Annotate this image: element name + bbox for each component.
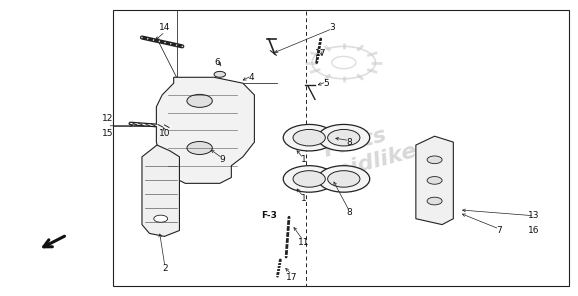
Text: 5: 5 bbox=[324, 79, 329, 88]
Text: 6: 6 bbox=[214, 58, 220, 67]
Circle shape bbox=[328, 129, 360, 146]
Circle shape bbox=[427, 177, 442, 184]
Text: 10: 10 bbox=[160, 129, 171, 138]
Circle shape bbox=[214, 71, 225, 77]
Circle shape bbox=[318, 166, 370, 192]
Bar bbox=[113, 9, 569, 287]
Circle shape bbox=[427, 156, 442, 164]
Circle shape bbox=[293, 129, 325, 146]
Text: 2: 2 bbox=[162, 264, 168, 273]
Circle shape bbox=[318, 124, 370, 151]
Circle shape bbox=[187, 141, 212, 155]
Text: Parts
Rapidlike: Parts Rapidlike bbox=[297, 118, 420, 190]
Text: 8: 8 bbox=[347, 138, 353, 147]
Polygon shape bbox=[142, 145, 179, 237]
Circle shape bbox=[154, 215, 168, 222]
Text: 17: 17 bbox=[315, 49, 327, 58]
Circle shape bbox=[427, 197, 442, 205]
Text: 8: 8 bbox=[347, 208, 353, 217]
Text: F-3: F-3 bbox=[261, 211, 277, 220]
Text: 11: 11 bbox=[298, 238, 309, 247]
Circle shape bbox=[283, 166, 335, 192]
Text: 1: 1 bbox=[301, 194, 306, 202]
Text: 3: 3 bbox=[329, 23, 335, 32]
Text: 14: 14 bbox=[160, 23, 171, 32]
Circle shape bbox=[187, 94, 212, 107]
Text: 16: 16 bbox=[528, 226, 540, 235]
Polygon shape bbox=[416, 136, 453, 225]
Text: 4: 4 bbox=[249, 73, 254, 82]
Text: 15: 15 bbox=[102, 129, 113, 138]
Text: 17: 17 bbox=[286, 273, 298, 282]
Text: 9: 9 bbox=[220, 155, 225, 164]
Text: 12: 12 bbox=[102, 114, 113, 123]
Polygon shape bbox=[157, 77, 254, 183]
Circle shape bbox=[293, 171, 325, 187]
Text: 7: 7 bbox=[497, 226, 502, 235]
Text: 1: 1 bbox=[301, 155, 306, 164]
Circle shape bbox=[328, 171, 360, 187]
Text: 13: 13 bbox=[528, 211, 540, 220]
Bar bbox=[306, 9, 569, 287]
Circle shape bbox=[283, 124, 335, 151]
